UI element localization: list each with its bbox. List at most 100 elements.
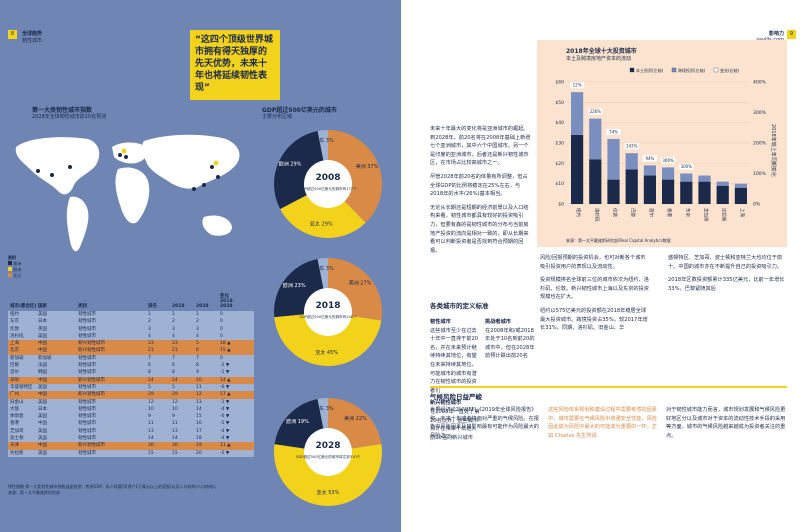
table-cell: 波士顿 xyxy=(10,436,24,442)
bar-domestic xyxy=(607,179,620,204)
table-cell: 休斯敦 xyxy=(10,414,24,420)
table-cell: 5 xyxy=(172,384,175,390)
table-cell: 15 ▲ xyxy=(220,348,231,354)
y-left-tick: $40 xyxy=(555,120,564,126)
table-cell: 韧性城市 xyxy=(78,450,96,456)
category-label: 巴黎 xyxy=(630,208,637,217)
climate-col2: 这些风险体系规划和建设过程中需要考虑的因素中，城市需要在气候风险中增强安全性能，… xyxy=(548,407,657,439)
bar-domestic xyxy=(589,159,602,204)
table-cell: -6 ▼ xyxy=(220,414,230,420)
change-label-bg xyxy=(642,155,657,162)
table-row: 休斯敦 美国 韧性城市 9 9 15 -6 ▼ xyxy=(8,413,254,421)
table-row: 洛杉矶 美国 韧性城市 4 4 4 0 xyxy=(8,332,254,341)
page-number-right: 9 xyxy=(787,30,796,39)
table-cell: 日本 xyxy=(38,406,47,412)
change-label: 94% xyxy=(645,156,654,161)
table-cell: 新加坡 xyxy=(10,355,24,361)
table-cell: 韧性城市 xyxy=(78,312,96,317)
pie-slice xyxy=(280,184,366,238)
table-cell: 29 xyxy=(172,392,178,398)
table-cell: 14 ▲ xyxy=(220,377,231,383)
bar-crossborder xyxy=(607,138,620,180)
section-subtitle: 韧性城市 xyxy=(22,38,43,44)
bar-domestic xyxy=(662,179,675,204)
map-subtitle: 2028年全球韧性城市前20名预测 xyxy=(32,114,107,120)
table-cell: 美国 xyxy=(38,450,47,456)
table-cell: 韧性城市 xyxy=(78,421,96,427)
table-cell: 美国 xyxy=(38,399,47,405)
section-header: 全球趋势 韧性城市 xyxy=(22,30,42,44)
table-cell: 11 xyxy=(148,421,154,427)
table-cell: 中国 xyxy=(38,348,47,354)
table-cell: 8 xyxy=(172,370,175,376)
table-cell: -1 ▼ xyxy=(220,399,230,405)
table-cell: 3 xyxy=(172,326,175,332)
table-cell: 3 xyxy=(148,326,151,332)
pie-caption: GDP超过500亿美元的城市有177个 xyxy=(299,186,357,191)
table-cell: 韧性城市 xyxy=(78,355,96,361)
table-cell: 巴黎 xyxy=(10,363,19,369)
table-cell: 韧性城市 xyxy=(78,406,96,412)
table-row: 巴黎 法国 韧性城市 6 6 8 -2 ▼ xyxy=(8,362,254,370)
pie-2018: 美洲 27% 亚太 45% 欧洲 23% 中东 3% 2018 GDP超过500亿美元的城… xyxy=(262,250,394,374)
table-row: 波士顿 美国 韧性城市 14 14 18 -4 ▼ xyxy=(8,435,254,443)
table-cell: 17 ▲ xyxy=(220,392,231,398)
pie-slice-label: 欧洲 29% xyxy=(279,161,302,168)
y-right-label: 2018年较上年同期变化 xyxy=(770,124,777,177)
table-cell: 2 xyxy=(148,319,151,325)
table-cell: 英国 xyxy=(38,326,47,332)
chart-legend-label: 跨境投资(左轴) xyxy=(678,67,706,73)
bar-crossborder xyxy=(571,92,584,135)
table-cell: 10 xyxy=(196,377,202,383)
pie-slice-label: 中东 3% xyxy=(314,137,334,144)
world-map xyxy=(15,134,240,252)
table-cell: 13 xyxy=(172,428,178,434)
chart-source: 来源：第一太平戴维斯研究部/Real Capital Analytics数据 xyxy=(566,238,671,243)
table-cell: 14 xyxy=(196,406,202,412)
y-left-tick: $50 xyxy=(555,100,564,106)
table-cell: 15 xyxy=(148,450,154,456)
pie-caption: GDP超过500亿美元的城市有248个 xyxy=(299,314,357,319)
article-col1: 未来十年最大的变化将是亚洲城市的崛起。到2028年，前20名将在2008年基础上… xyxy=(430,126,531,254)
bar-crossborder xyxy=(716,181,729,186)
table-cell: 12 xyxy=(196,392,202,398)
table-cell: 7 xyxy=(172,355,175,361)
chart-title: 2018年全球十大投资城市 xyxy=(566,48,637,55)
table-cell: 0 xyxy=(220,319,223,325)
table-cell: -6 ▼ xyxy=(220,384,230,390)
table-cell: 上海 xyxy=(10,341,19,347)
table-cell: 美国 xyxy=(38,312,47,317)
pie-year: 2018 xyxy=(315,301,340,311)
change-label-bg xyxy=(679,163,694,170)
table-row: 北京 中国 新兴韧性城市 21 21 6 15 ▲ xyxy=(8,347,254,355)
table-cell: 纽约 xyxy=(10,312,19,317)
table-cell: 大阪 xyxy=(10,406,19,412)
change-label-bg xyxy=(606,128,621,135)
category-label: 芝加哥 xyxy=(703,208,710,222)
pie-center xyxy=(304,288,352,336)
table-cell: 15 xyxy=(196,414,202,420)
table-cell: 法国 xyxy=(38,363,47,369)
category-label: 达拉斯 xyxy=(721,208,728,222)
article-col2: 风险/回报预期的投资机会，也可对断各个城市吸引投资用户的表现以及流动性。 投资规… xyxy=(540,255,649,332)
pie-2028: 美洲 22% 亚太 53% 欧洲 19% 中东 3% 2028 GDP超过500亿美元的城… xyxy=(262,390,394,514)
bar-crossborder xyxy=(589,118,602,160)
pie-slice-label: 欧洲 23% xyxy=(283,282,306,289)
table-cell: 19 xyxy=(196,443,202,449)
table-cell: 洛杉矶 xyxy=(10,333,24,339)
table-cell: 12 xyxy=(172,399,178,405)
table-cell: 美国 xyxy=(38,333,47,339)
table-cell: 1 xyxy=(172,312,175,317)
table-cell: 9 xyxy=(172,414,175,420)
change-label-bg xyxy=(588,108,603,115)
climate-col1: 世界经济论坛(WEF)《2019年全球风险报告》称，未来十年或者将面对严重的气候… xyxy=(430,407,539,439)
table-cell: 天津 xyxy=(10,443,19,449)
table-cell: 韧性城市 xyxy=(78,384,96,390)
table-row: 东京 日本 韧性城市 2 2 2 0 xyxy=(8,318,254,326)
chart-legend-label: 本土投资(左轴) xyxy=(636,67,664,73)
pie-caption: GDP超过500亿美元的城市将达到310个 xyxy=(296,454,361,459)
table-cell: 5 xyxy=(148,384,151,390)
bar-crossborder xyxy=(643,165,656,176)
change-label-bg xyxy=(661,157,676,164)
table-cell: 15 xyxy=(172,450,178,456)
